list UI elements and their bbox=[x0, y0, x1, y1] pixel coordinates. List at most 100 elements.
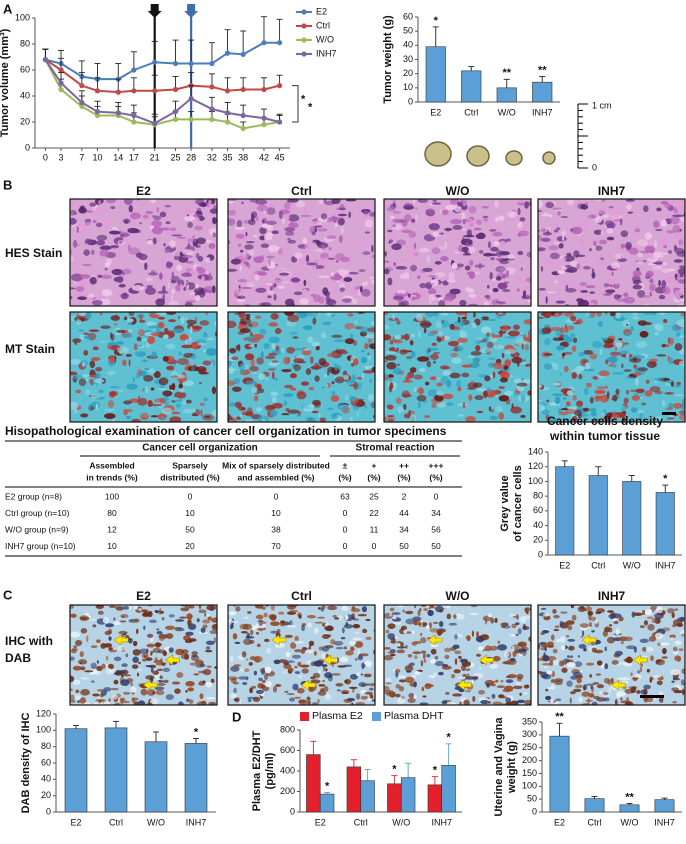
texture-blob bbox=[314, 627, 319, 634]
y-tick-label: 0 bbox=[25, 142, 30, 152]
texture-blob bbox=[83, 249, 90, 256]
point bbox=[131, 112, 137, 119]
texture-blob bbox=[583, 684, 588, 691]
texture-blob bbox=[481, 326, 492, 334]
image-border bbox=[69, 311, 218, 423]
texture-blob bbox=[267, 295, 272, 299]
texture-blob bbox=[403, 333, 410, 341]
texture-blob bbox=[506, 329, 510, 337]
texture-blob bbox=[200, 409, 203, 417]
texture-blob bbox=[212, 216, 217, 225]
texture-blob bbox=[511, 403, 514, 409]
texture-blob bbox=[632, 270, 642, 277]
texture-blob bbox=[200, 627, 206, 633]
texture-blob bbox=[228, 367, 235, 374]
point bbox=[188, 60, 194, 67]
texture-blob bbox=[672, 214, 684, 217]
texture-blob bbox=[259, 328, 267, 335]
texture-blob bbox=[162, 355, 169, 362]
texture-blob bbox=[318, 275, 330, 279]
texture-blob bbox=[350, 616, 356, 620]
texture-blob bbox=[211, 409, 217, 417]
texture-blob bbox=[406, 244, 415, 252]
texture-blob bbox=[128, 312, 135, 317]
texture-blob bbox=[359, 285, 363, 293]
texture-blob bbox=[323, 373, 328, 378]
texture-blob bbox=[384, 654, 394, 661]
texture-blob bbox=[163, 243, 166, 247]
texture-blob bbox=[623, 369, 632, 372]
texture-blob bbox=[326, 235, 337, 240]
y-tick-label: 40 bbox=[533, 520, 543, 530]
texture-blob bbox=[403, 403, 407, 410]
texture-blob bbox=[303, 279, 307, 287]
texture-blob bbox=[170, 294, 173, 302]
texture-blob bbox=[460, 323, 464, 328]
texture-blob bbox=[517, 643, 524, 647]
texture-blob bbox=[70, 613, 77, 618]
texture-blob bbox=[430, 279, 439, 286]
texture-blob bbox=[94, 207, 106, 216]
texture-blob bbox=[417, 275, 421, 280]
texture-blob bbox=[161, 617, 165, 621]
texture-blob bbox=[566, 266, 578, 273]
texture-blob bbox=[468, 394, 473, 401]
point bbox=[115, 89, 121, 95]
texture-blob bbox=[205, 697, 216, 700]
y-axis-label: Tumor weight (g) bbox=[382, 15, 394, 104]
texture-blob bbox=[630, 672, 633, 676]
legend-marker bbox=[301, 9, 307, 15]
texture-blob bbox=[517, 276, 524, 285]
texture-blob bbox=[326, 353, 339, 357]
texture-blob bbox=[282, 281, 289, 284]
texture-blob bbox=[569, 697, 573, 704]
texture-blob bbox=[646, 360, 657, 369]
texture-blob bbox=[108, 390, 118, 397]
texture-blob bbox=[290, 642, 297, 649]
significance: * bbox=[308, 102, 313, 114]
texture-blob bbox=[264, 638, 270, 643]
texture-blob bbox=[607, 253, 613, 258]
texture-blob bbox=[524, 344, 529, 351]
texture-blob bbox=[360, 326, 370, 334]
texture-blob bbox=[162, 390, 173, 397]
texture-blob bbox=[335, 260, 339, 263]
texture-blob bbox=[672, 701, 677, 704]
texture-blob bbox=[278, 611, 285, 615]
y-tick-label: 30 bbox=[403, 54, 413, 64]
texture-blob bbox=[594, 395, 601, 402]
texture-blob bbox=[142, 214, 149, 219]
texture-blob bbox=[330, 272, 335, 278]
texture-blob bbox=[543, 337, 552, 346]
texture-blob bbox=[516, 382, 528, 387]
texture-blob bbox=[430, 231, 442, 237]
texture-blob bbox=[482, 215, 489, 219]
texture-blob bbox=[488, 406, 492, 412]
texture-blob bbox=[661, 343, 666, 348]
texture-blob bbox=[438, 232, 444, 235]
texture-blob bbox=[520, 414, 526, 418]
texture-blob bbox=[96, 665, 103, 672]
texture-blob bbox=[565, 284, 569, 291]
texture-blob bbox=[447, 213, 450, 221]
texture-blob bbox=[336, 275, 343, 280]
texture-blob bbox=[243, 668, 250, 673]
texture-blob bbox=[613, 620, 619, 625]
texture-blob bbox=[308, 640, 315, 647]
texture-blob bbox=[289, 609, 298, 613]
texture-blob bbox=[540, 237, 551, 243]
texture-blob bbox=[512, 391, 519, 396]
significance: * bbox=[663, 473, 668, 485]
texture-blob bbox=[369, 343, 375, 350]
texture-blob bbox=[371, 244, 374, 253]
texture-blob bbox=[436, 382, 443, 387]
texture-blob bbox=[411, 641, 418, 646]
texture-blob bbox=[396, 406, 405, 412]
texture-blob bbox=[392, 616, 397, 620]
texture-blob bbox=[413, 620, 418, 626]
texture-blob bbox=[621, 662, 628, 666]
texture-blob bbox=[583, 265, 591, 270]
texture-blob bbox=[194, 254, 197, 259]
texture-blob bbox=[322, 664, 326, 672]
texture-blob bbox=[97, 274, 103, 279]
